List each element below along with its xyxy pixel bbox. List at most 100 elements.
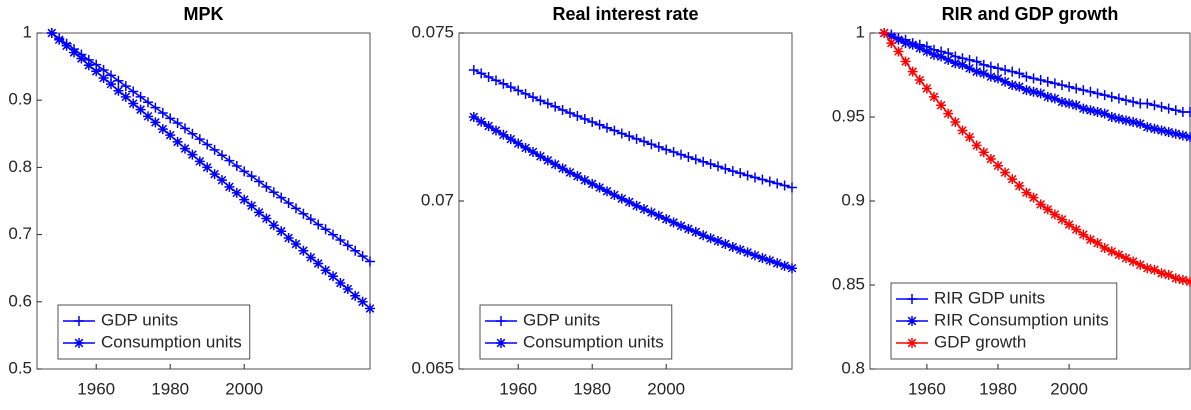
data-marker	[668, 217, 679, 228]
data-marker	[957, 125, 968, 136]
data-marker	[787, 182, 797, 193]
data-marker	[1092, 238, 1103, 248]
data-marker	[231, 187, 242, 198]
data-marker	[993, 63, 1003, 74]
data-marker	[505, 134, 516, 145]
chart-title: RIR and GDP growth	[942, 4, 1119, 24]
data-marker	[978, 68, 989, 79]
data-marker	[335, 277, 346, 288]
x-tick-label: 2000	[225, 379, 263, 398]
data-marker	[1007, 174, 1018, 185]
data-marker	[1000, 167, 1011, 178]
data-marker	[1014, 180, 1025, 191]
data-marker	[476, 116, 487, 127]
data-marker	[1021, 85, 1032, 96]
data-marker	[528, 146, 538, 157]
data-marker	[1113, 249, 1124, 260]
data-marker	[971, 66, 982, 77]
data-marker	[194, 156, 205, 167]
data-marker	[985, 154, 996, 164]
data-marker	[1064, 81, 1075, 92]
data-marker	[1042, 204, 1053, 215]
data-marker	[483, 121, 494, 132]
data-marker	[713, 161, 723, 172]
data-marker	[1021, 71, 1032, 82]
data-marker	[661, 144, 672, 155]
data-marker	[298, 208, 309, 219]
data-marker	[550, 101, 561, 112]
data-marker	[943, 54, 954, 65]
data-marker	[914, 75, 925, 86]
data-marker	[1135, 259, 1146, 270]
y-tick-label: 0.065	[411, 358, 454, 377]
data-marker	[936, 51, 947, 62]
data-marker	[520, 88, 531, 99]
data-marker	[328, 271, 338, 282]
data-marker	[1170, 273, 1181, 284]
data-marker	[69, 47, 79, 58]
data-marker	[254, 176, 264, 187]
data-marker	[224, 181, 235, 192]
data-marker	[128, 86, 139, 97]
legend-box	[57, 304, 251, 360]
data-marker	[143, 111, 153, 122]
legend-marker	[496, 316, 506, 326]
data-marker	[690, 226, 701, 237]
data-marker	[886, 38, 897, 49]
data-marker	[676, 220, 686, 231]
series-line	[51, 32, 371, 263]
data-marker	[1028, 86, 1039, 97]
data-marker	[653, 210, 664, 221]
data-marker	[172, 136, 183, 147]
data-marker	[1185, 276, 1191, 287]
y-tick-label: 0.07	[421, 190, 454, 209]
data-marker	[483, 72, 494, 83]
data-marker	[328, 229, 338, 240]
data-marker	[735, 168, 746, 179]
legend-label: Consumption units	[101, 332, 242, 351]
data-marker	[276, 192, 287, 203]
data-marker	[1121, 115, 1131, 126]
data-marker	[978, 59, 989, 70]
data-marker	[254, 207, 264, 218]
data-marker	[1007, 66, 1018, 77]
y-tick-label: 0.6	[8, 291, 32, 310]
data-marker	[491, 125, 501, 136]
data-marker	[1064, 98, 1075, 109]
data-marker	[305, 252, 316, 263]
x-tick-label: 2000	[1050, 379, 1088, 398]
data-marker	[1085, 105, 1096, 116]
data-marker	[1177, 274, 1188, 285]
data-marker	[1113, 93, 1124, 104]
legend-marker	[74, 338, 84, 348]
data-marker	[268, 187, 279, 198]
data-marker	[572, 171, 583, 182]
data-marker	[1170, 128, 1181, 139]
data-marker	[350, 245, 361, 256]
data-marker	[172, 118, 183, 129]
data-marker	[1128, 117, 1139, 128]
data-marker	[1092, 88, 1103, 99]
subplot: RIR and GDP growth 1960 1980 2000 0.8 0.85 0.9…	[832, 4, 1191, 398]
data-marker	[120, 81, 131, 92]
data-marker	[557, 163, 568, 174]
data-marker	[565, 167, 575, 178]
data-marker	[1099, 108, 1110, 119]
data-marker	[993, 160, 1003, 171]
legend-marker	[496, 338, 506, 348]
data-marker	[202, 162, 213, 173]
data-marker	[291, 203, 301, 214]
data-marker	[61, 40, 72, 51]
data-marker	[893, 46, 904, 57]
data-marker	[261, 213, 272, 224]
data-marker	[639, 136, 649, 147]
data-marker	[1156, 101, 1167, 112]
data-marker	[1071, 224, 1082, 235]
data-marker	[964, 132, 975, 143]
y-tick-label: 0.075	[411, 22, 454, 41]
data-marker	[720, 239, 731, 250]
data-marker	[1071, 100, 1082, 111]
data-marker	[1163, 103, 1174, 114]
chart-title: Real interest rate	[552, 4, 698, 24]
data-marker	[180, 123, 190, 134]
